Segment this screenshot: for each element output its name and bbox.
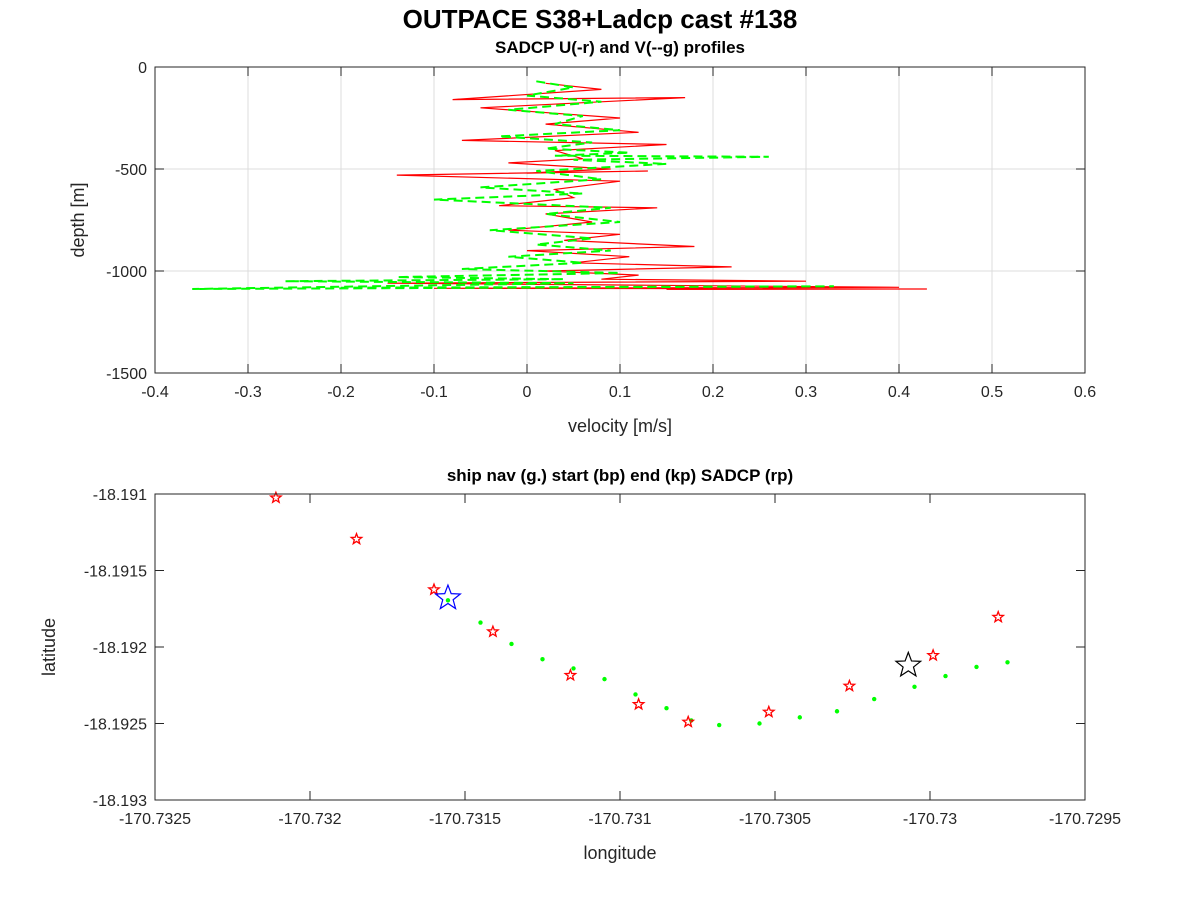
ship-nav-point (943, 673, 948, 679)
y-tick: -18.192 (93, 640, 1085, 657)
profile-chart: SADCP U(-r) and V(--g) profiles -0.4 -0.3… (68, 38, 1096, 436)
y-tick-label: -18.1925 (84, 717, 147, 734)
nav-x-axis-label: longitude (583, 843, 656, 863)
nav-chart-title: ship nav (g.) start (bp) end (kp) SADCP … (447, 466, 793, 485)
x-tick: -0.3 (234, 67, 262, 401)
x-tick-label: -0.4 (141, 384, 169, 401)
y-tick-label: -18.1915 (84, 564, 147, 581)
x-tick: -170.7305 (739, 494, 811, 828)
nav-chart: ship nav (g.) start (bp) end (kp) SADCP … (39, 466, 1121, 863)
nav-series (268, 490, 1010, 728)
y-tick-label: -500 (115, 162, 147, 179)
ship-nav-point (571, 666, 576, 671)
ship-nav-point (757, 721, 762, 726)
ship-nav-point (445, 598, 451, 603)
sadcp-point (991, 609, 1006, 624)
profile-series (192, 80, 927, 290)
ship-nav-point (633, 692, 638, 697)
y-tick-label: -1000 (106, 264, 147, 281)
profile-grid (154, 66, 1086, 374)
y-tick: -1000 (106, 264, 1085, 281)
x-tick-label: -170.731 (588, 811, 651, 828)
start-position-marker (433, 583, 462, 610)
x-tick-label: 0.5 (981, 384, 1003, 401)
x-tick: -170.732 (278, 494, 342, 828)
x-tick-label: -170.7305 (739, 811, 811, 828)
y-tick-label: -18.193 (93, 793, 147, 810)
x-tick: 0.5 (981, 67, 1003, 401)
x-tick: -170.73 (903, 494, 957, 828)
x-tick-label: -0.3 (234, 384, 262, 401)
sadcp-point (926, 648, 941, 662)
x-tick-label: -170.7315 (429, 811, 501, 828)
ship-nav-point (664, 706, 669, 711)
y-tick: -1500 (106, 366, 1085, 383)
x-tick-label: -170.7295 (1049, 811, 1121, 828)
x-tick-label: -0.1 (420, 384, 448, 401)
profile-x-axis-label: velocity [m/s] (568, 416, 672, 436)
sadcp-point (761, 704, 776, 718)
sadcp-point (349, 531, 364, 546)
y-tick: -18.193 (93, 793, 1085, 810)
y-tick-label: 0 (138, 60, 147, 77)
nav-y-axis-label: latitude (39, 618, 59, 676)
ship-nav-point (872, 696, 877, 702)
x-tick-label: 0.6 (1074, 384, 1096, 401)
ship-nav-point (602, 676, 607, 682)
sadcp-point (631, 697, 646, 711)
x-tick-label: -0.2 (327, 384, 355, 401)
x-tick: 0.2 (702, 67, 724, 401)
figure-title: OUTPACE S38+Ladcp cast #138 (403, 4, 798, 34)
x-tick: 0.4 (888, 67, 910, 401)
x-tick-label: 0.2 (702, 384, 724, 401)
x-tick-label: 0.3 (795, 384, 817, 401)
ship-nav-point (797, 715, 802, 720)
y-tick-label: -18.192 (93, 640, 147, 657)
ship-nav-point (974, 664, 979, 670)
x-tick: -0.2 (327, 67, 355, 401)
x-tick: 0 (523, 67, 532, 401)
x-tick-label: 0 (523, 384, 532, 401)
sadcp-point (563, 667, 578, 682)
sadcp-point (427, 582, 441, 596)
nav-axis-ticks: -170.7325 -170.732 -170.7315 -170.731 -170.7… (84, 487, 1121, 828)
x-tick: -170.731 (588, 494, 652, 828)
y-tick: 0 (138, 60, 1085, 77)
sadcp-point (681, 714, 696, 728)
sadcp-point (485, 624, 500, 638)
y-tick: -18.191 (93, 487, 1085, 504)
end-position-marker (894, 650, 923, 678)
ship-nav-point (717, 722, 722, 728)
sadcp-point (842, 678, 857, 692)
x-tick-label: -170.73 (903, 811, 957, 828)
x-tick: -170.7315 (429, 494, 501, 828)
x-tick: -0.1 (420, 67, 448, 401)
x-tick-label: 0.1 (609, 384, 631, 401)
ship-nav-point (912, 684, 917, 689)
ship-nav-point (1005, 660, 1010, 665)
v-velocity-line (192, 80, 834, 290)
profile-axes-frame (154, 66, 1086, 374)
x-tick-label: -170.7325 (119, 811, 191, 828)
x-tick: 0.1 (609, 67, 631, 401)
sadcp-point (268, 490, 283, 504)
ship-nav-point (834, 709, 840, 714)
profile-y-axis-label: depth [m] (68, 182, 88, 257)
y-tick-label: -18.191 (93, 487, 147, 504)
ship-nav-point (478, 620, 483, 625)
y-tick-label: -1500 (106, 366, 147, 383)
y-tick: -18.1925 (84, 717, 1085, 734)
profile-axis-ticks: -0.4 -0.3 -0.2 -0.1 0 0.1 0.2 0.3 0.4 0.5 0.6 -1500… (106, 60, 1096, 401)
x-tick: 0.3 (795, 67, 817, 401)
profile-chart-title: SADCP U(-r) and V(--g) profiles (495, 38, 745, 57)
x-tick-label: 0.4 (888, 384, 910, 401)
y-tick: -500 (115, 162, 1085, 179)
x-tick-label: -170.732 (278, 811, 341, 828)
ship-nav-point (540, 657, 545, 662)
ship-nav-point (509, 641, 514, 647)
nav-axes-frame (154, 493, 1086, 801)
u-velocity-line (387, 82, 927, 290)
y-tick: -18.1915 (84, 564, 1085, 581)
